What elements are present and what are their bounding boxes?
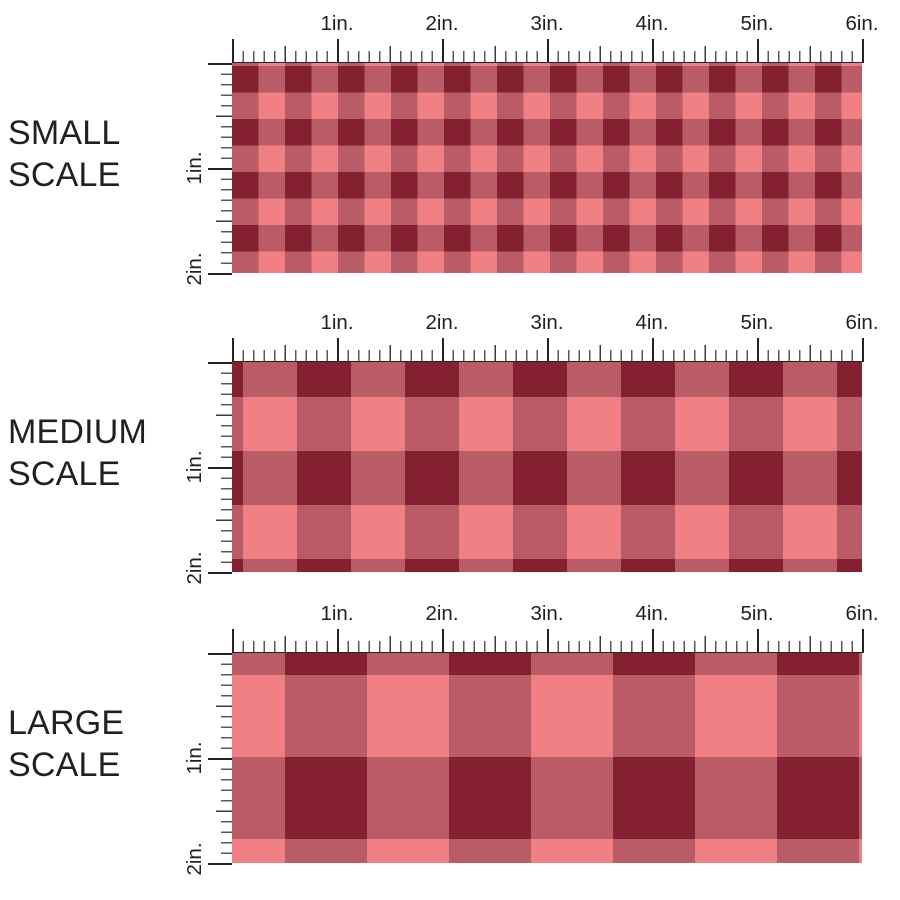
top-ruler-label-6in: 6in. (845, 311, 879, 334)
top-ruler-label-1in: 1in. (320, 602, 354, 625)
top-ruler-label-3in: 3in. (530, 311, 564, 334)
side-ruler-ticks (208, 63, 232, 275)
panel-medium-scale: MEDIUM SCALE 1in. 2in. 3in. 4in. 5in. 6i… (0, 309, 900, 585)
top-ruler-label-3in: 3in. (530, 12, 564, 35)
side-ruler-label-1in: 1in. (183, 741, 206, 775)
scale-name-line1: MEDIUM (8, 413, 148, 451)
panel-small-scale: SMALL SCALE 1in. 2in. 3in. 4in. 5in. 6in… (0, 10, 900, 286)
scale-name-line2: SCALE (8, 455, 121, 493)
top-ruler-ticks (232, 337, 864, 362)
top-ruler-labels: 1in. 2in. 3in. 4in. 5in. 6in. (232, 12, 900, 36)
top-ruler-ticks (232, 38, 864, 63)
top-ruler-label-6in: 6in. (845, 12, 879, 35)
side-ruler: 1in. 2in. (176, 63, 232, 286)
fabric-swatch-medium-gingham (232, 362, 862, 572)
scale-name-label: MEDIUM SCALE (8, 411, 147, 495)
panel-large-scale: LARGE SCALE 1in. 2in. 3in. 4in. 5in. 6in… (0, 600, 900, 876)
top-ruler-label-2in: 2in. (425, 602, 459, 625)
scale-name-label: LARGE SCALE (8, 702, 124, 786)
side-ruler-ticks (208, 362, 232, 574)
scale-name-line1: LARGE (8, 704, 125, 742)
top-ruler-labels: 1in. 2in. 3in. 4in. 5in. 6in. (232, 602, 900, 626)
side-ruler-label-2in: 2in. (183, 252, 206, 286)
scale-name-line1: SMALL (8, 114, 121, 152)
top-ruler-label-1in: 1in. (320, 311, 354, 334)
top-ruler-label-3in: 3in. (530, 602, 564, 625)
scale-name-line2: SCALE (8, 156, 121, 194)
scale-name-line2: SCALE (8, 746, 121, 784)
side-ruler-label-2in: 2in. (183, 842, 206, 876)
top-ruler-label-5in: 5in. (740, 602, 774, 625)
fabric-swatch-large-gingham (232, 653, 862, 863)
top-ruler-labels: 1in. 2in. 3in. 4in. 5in. 6in. (232, 311, 900, 335)
side-ruler: 1in. 2in. (176, 653, 232, 876)
top-ruler-label-2in: 2in. (425, 311, 459, 334)
side-ruler-label-1in: 1in. (183, 151, 206, 185)
top-ruler-label-4in: 4in. (635, 12, 669, 35)
top-ruler-label-6in: 6in. (845, 602, 879, 625)
top-ruler-label-1in: 1in. (320, 12, 354, 35)
top-ruler-ticks (232, 628, 864, 653)
side-ruler-ticks (208, 653, 232, 865)
top-ruler-label-2in: 2in. (425, 12, 459, 35)
top-ruler-label-5in: 5in. (740, 311, 774, 334)
top-ruler-label-5in: 5in. (740, 12, 774, 35)
side-ruler: 1in. 2in. (176, 362, 232, 585)
top-ruler-label-4in: 4in. (635, 311, 669, 334)
side-ruler-label-1in: 1in. (183, 450, 206, 484)
top-ruler-label-4in: 4in. (635, 602, 669, 625)
side-ruler-label-2in: 2in. (183, 551, 206, 585)
scale-name-label: SMALL SCALE (8, 112, 121, 196)
fabric-swatch-small-gingham (232, 63, 862, 273)
